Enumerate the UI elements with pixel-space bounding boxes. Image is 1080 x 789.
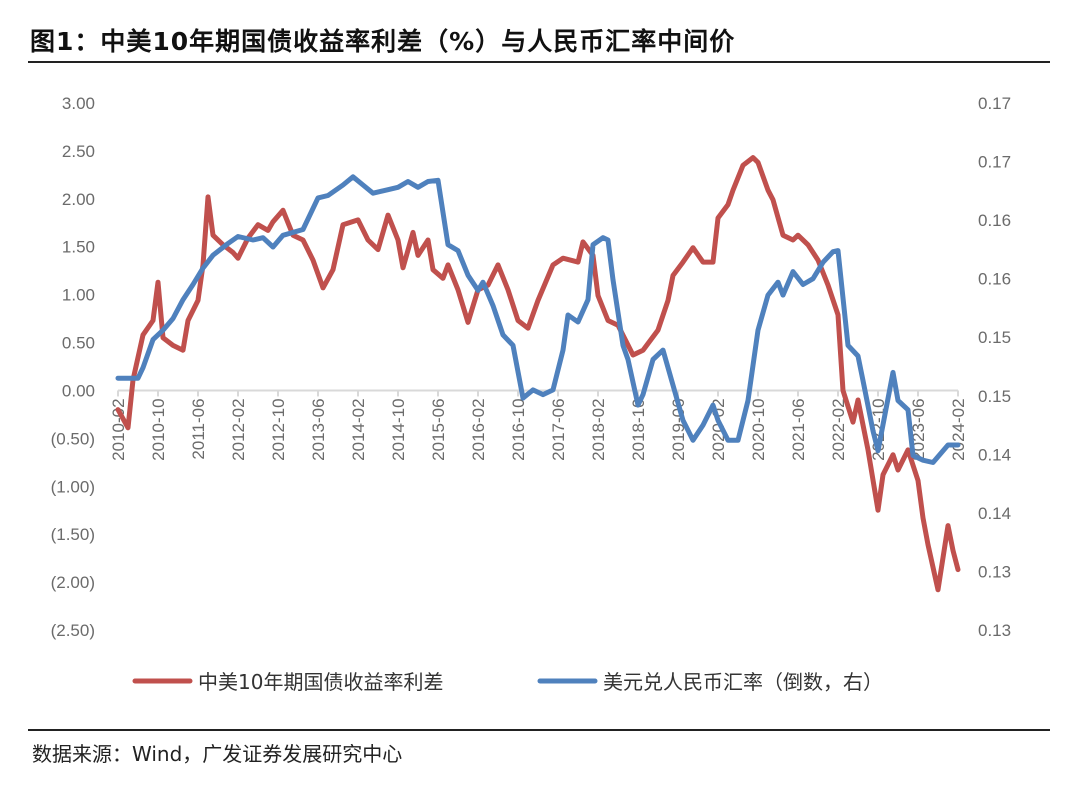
y-left-tick-label: 0.50 bbox=[62, 334, 95, 353]
x-tick-label: 2018-10 bbox=[629, 398, 648, 460]
x-tick-label: 2011-06 bbox=[189, 398, 208, 459]
y-right-tick-label: 0.15 bbox=[978, 387, 1011, 406]
y-left-tick-label: 0.00 bbox=[62, 381, 95, 400]
y-left-tick-label: (1.50) bbox=[51, 525, 95, 544]
y-right-tick-label: 0.15 bbox=[978, 328, 1011, 347]
y-right-tick-label: 0.13 bbox=[978, 621, 1011, 640]
y-right-tick-label: 0.16 bbox=[978, 211, 1011, 230]
y-right-tick-label: 0.17 bbox=[978, 94, 1011, 113]
source-divider bbox=[28, 729, 1050, 731]
x-tick-label: 2014-10 bbox=[389, 398, 408, 460]
y-left-tick-label: (2.50) bbox=[51, 621, 95, 640]
y-left-tick-label: 2.50 bbox=[62, 142, 95, 161]
x-tick-label: 2016-02 bbox=[469, 398, 488, 460]
x-tick-label: 2013-06 bbox=[309, 398, 328, 460]
x-tick-label: 2022-02 bbox=[829, 398, 848, 460]
chart-title: 图1：中美10年期国债收益率利差（%）与人民币汇率中间价 bbox=[30, 27, 736, 56]
y-left-tick-label: (2.00) bbox=[51, 573, 95, 592]
y-left-tick-label: 3.00 bbox=[62, 94, 95, 113]
x-tick-label: 2017-06 bbox=[549, 398, 568, 460]
title-divider bbox=[28, 61, 1050, 63]
y-right-tick-label: 0.13 bbox=[978, 562, 1011, 581]
fx-series-line bbox=[115, 174, 961, 465]
y-left-tick-label: (1.00) bbox=[51, 477, 95, 496]
spread-series-line bbox=[115, 155, 961, 593]
x-tick-label: 2010-10 bbox=[149, 398, 168, 460]
legend-label: 美元兑人民币汇率（倒数，右） bbox=[603, 670, 883, 694]
x-tick-label: 2015-06 bbox=[429, 398, 448, 460]
source-note: 数据来源：Wind，广发证券发展研究中心 bbox=[32, 742, 403, 766]
y-right-tick-label: 0.17 bbox=[978, 153, 1011, 172]
y-left-tick-label: 2.00 bbox=[62, 190, 95, 209]
y-right-tick-label: 0.16 bbox=[978, 270, 1011, 289]
y-right-tick-label: 0.14 bbox=[978, 445, 1011, 464]
y-left-tick-label: (0.50) bbox=[51, 429, 95, 448]
x-tick-label: 2012-10 bbox=[269, 398, 288, 460]
x-tick-label: 2012-02 bbox=[229, 398, 248, 460]
x-tick-label: 2020-10 bbox=[749, 398, 768, 460]
y-left-tick-label: 1.00 bbox=[62, 286, 95, 305]
y-right-tick-label: 0.14 bbox=[978, 504, 1011, 523]
legend-label: 中美10年期国债收益率利差 bbox=[198, 670, 443, 694]
x-tick-label: 2014-02 bbox=[349, 398, 368, 460]
y-left-tick-label: 1.50 bbox=[62, 238, 95, 257]
x-tick-label: 2024-02 bbox=[949, 398, 968, 460]
x-tick-label: 2016-10 bbox=[509, 398, 528, 460]
x-tick-label: 2018-02 bbox=[589, 398, 608, 460]
x-tick-label: 2021-06 bbox=[789, 398, 808, 460]
